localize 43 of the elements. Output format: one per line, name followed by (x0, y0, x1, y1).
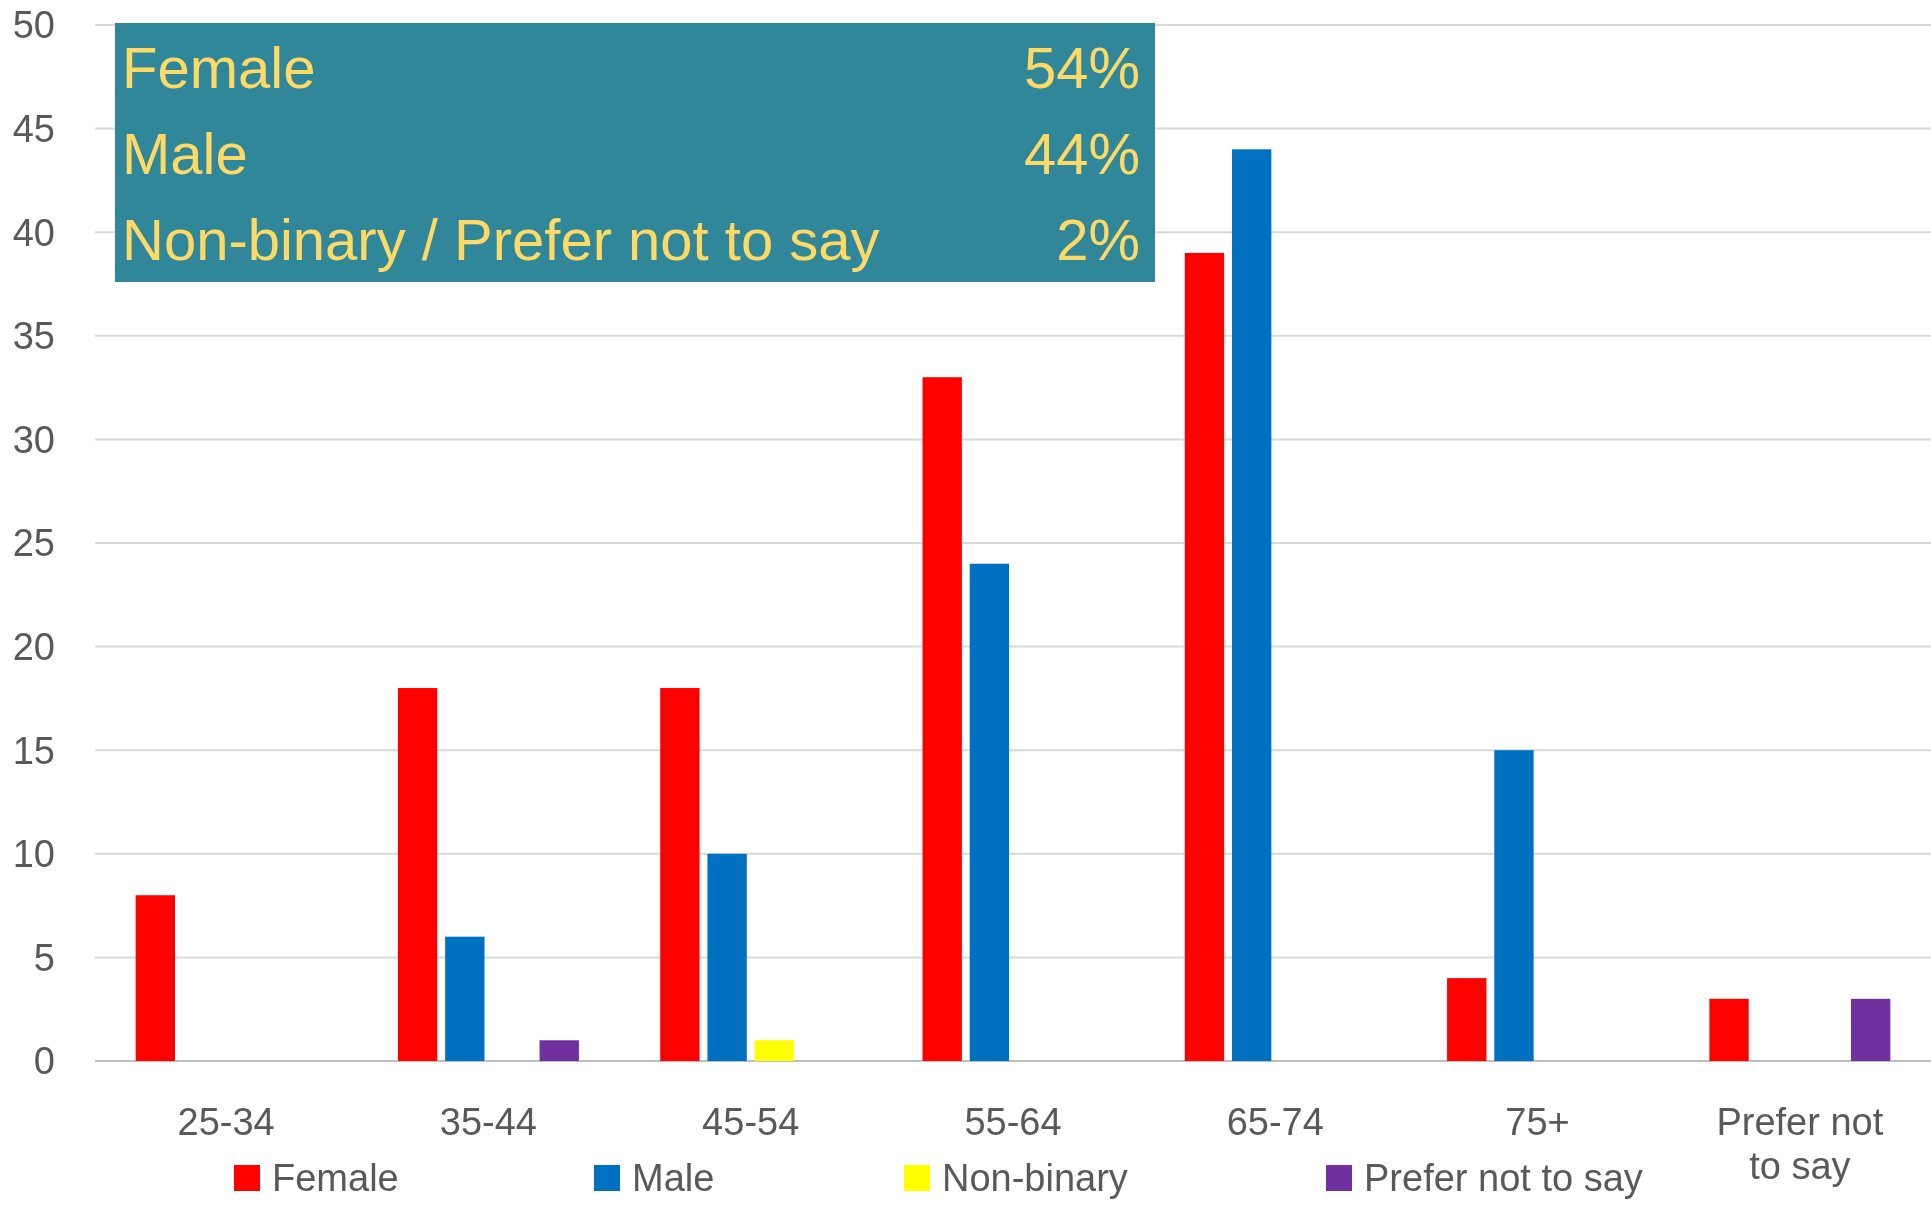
y-tick-label: 35 (12, 315, 55, 358)
y-tick-label: 15 (12, 729, 55, 772)
annotation: 54% (1023, 35, 1140, 101)
bar (1232, 149, 1272, 1061)
x-tick-label: 25-34 (177, 1101, 275, 1144)
bar (1851, 998, 1891, 1061)
bar (1447, 978, 1487, 1061)
y-tick-label: 50 (12, 4, 55, 47)
bar (707, 853, 747, 1061)
y-tick-label: 0 (33, 1040, 55, 1083)
annotation: 2% (1056, 207, 1140, 273)
x-tick-label: 75+ (1505, 1101, 1570, 1144)
bar (135, 895, 175, 1061)
y-tick-label: 45 (12, 107, 55, 150)
bar (445, 936, 485, 1061)
y-tick-label: 40 (12, 211, 55, 254)
y-tick-label: 30 (12, 418, 55, 461)
bar (1184, 252, 1225, 1061)
bar (660, 688, 700, 1061)
legend-label: Female (272, 1157, 399, 1200)
y-tick-label: 10 (12, 833, 55, 876)
bar (922, 377, 962, 1061)
bar (539, 1040, 579, 1061)
x-tick-label: 65-74 (1226, 1101, 1324, 1144)
bar (1494, 750, 1534, 1061)
x-tick-label: 55-64 (964, 1101, 1062, 1144)
x-tick-label: 45-54 (702, 1101, 800, 1144)
x-tick-label: 35-44 (439, 1101, 538, 1144)
annotation: Male (122, 121, 248, 187)
legend-label: Prefer not to say (1364, 1157, 1643, 1200)
legend-label: Male (632, 1157, 715, 1200)
bar (754, 1040, 794, 1061)
annotation: 44% (1023, 121, 1140, 187)
y-tick-label: 25 (12, 522, 55, 565)
x-tick-label: Prefer not to say (1716, 1101, 1884, 1187)
bar (397, 688, 438, 1061)
bar (969, 563, 1010, 1061)
bar (1709, 998, 1749, 1061)
y-tick-label: 20 (12, 625, 55, 668)
annotation: Non-binary / Prefer not to say (122, 207, 880, 273)
y-tick-label: 5 (33, 936, 55, 979)
legend-label: Non-binary (942, 1157, 1128, 1200)
annotation: Female (122, 35, 316, 101)
